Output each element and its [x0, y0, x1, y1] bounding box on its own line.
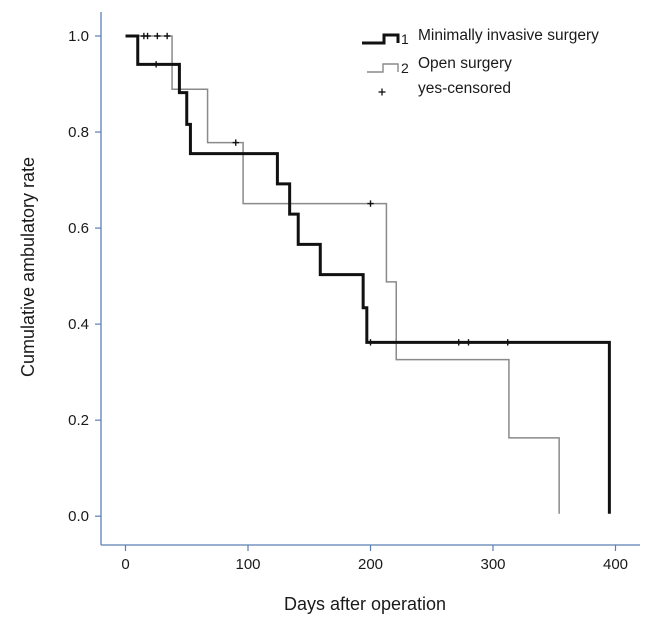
censor-mark-open-surgery [152, 61, 160, 68]
censor-mark-open-surgery [232, 139, 239, 146]
x-tick-label: 200 [358, 556, 383, 573]
y-tick-label: 0.2 [68, 412, 89, 429]
censor-mark-minimally-invasive [455, 339, 462, 346]
legend-line-open-surgery [367, 63, 399, 73]
censor-mark-minimally-invasive [144, 32, 151, 40]
legend-label-open-surgery: Open surgery [418, 55, 512, 72]
axes: 0 100 200 300 400 0.0 0.2 0.4 0.6 0.8 1.0 [68, 12, 640, 573]
x-axis-title: Days after operation [284, 594, 446, 614]
censor-mark-minimally-invasive [367, 339, 374, 346]
legend-label-censored: yes-censored [418, 80, 511, 97]
legend-number-1: 1 [401, 31, 409, 47]
x-tick-label: 0 [121, 556, 129, 573]
y-tick-label: 0.0 [68, 508, 89, 525]
censor-mark-minimally-invasive [504, 339, 511, 346]
censor-mark-open-surgery [367, 200, 374, 207]
legend-number-2: 2 [401, 60, 409, 76]
x-tick-label: 400 [603, 556, 628, 573]
censor-mark-minimally-invasive [465, 339, 472, 346]
y-tick-label: 0.8 [68, 124, 89, 141]
x-tick-label: 300 [480, 556, 505, 573]
x-tick-label: 100 [235, 556, 260, 573]
legend-censor-mark [378, 88, 386, 96]
x-ticks: 0 100 200 300 400 [121, 545, 628, 573]
series-line-open-surgery [125, 35, 560, 514]
y-axis-title: Cumulative ambulatory rate [18, 157, 38, 377]
y-tick-label: 0.6 [68, 220, 89, 237]
series-line-minimally-invasive [125, 34, 611, 514]
legend-label-minimally-invasive: Minimally invasive surgery [418, 27, 599, 44]
censor-mark-minimally-invasive [163, 32, 171, 40]
series-layer [125, 32, 611, 514]
legend-line-minimally-invasive [362, 33, 400, 45]
censor-mark-minimally-invasive [154, 32, 161, 40]
y-ticks: 0.0 0.2 0.4 0.6 0.8 1.0 [68, 28, 101, 525]
legend: 1 Minimally invasive surgery 2 Open surg… [362, 27, 599, 97]
y-tick-label: 1.0 [68, 28, 89, 45]
y-tick-label: 0.4 [68, 316, 89, 333]
